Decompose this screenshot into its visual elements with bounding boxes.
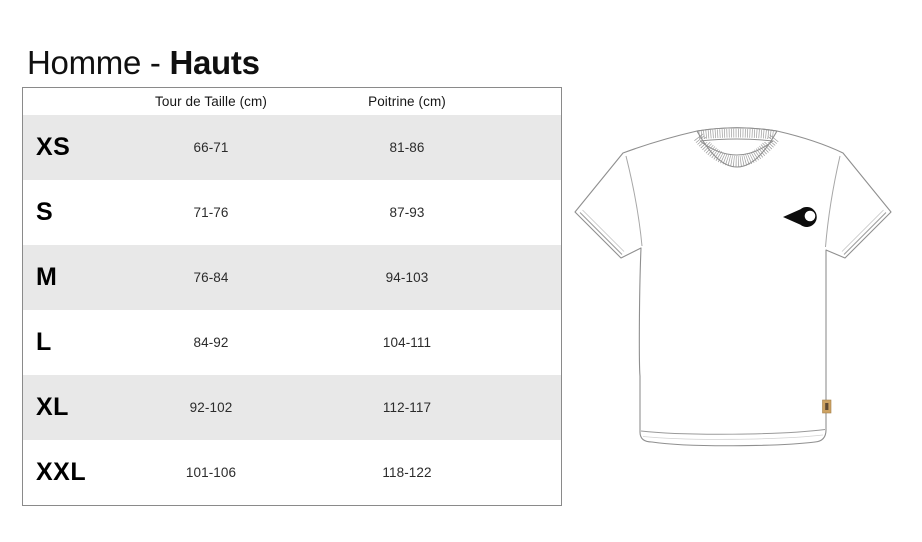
chest-value: 118-122 [382,465,432,480]
table-header-row: Tour de Taille (cm) Poitrine (cm) [23,88,561,115]
tshirt-outline-svg [574,127,892,447]
size-label: XS [36,133,71,161]
waist-value: 71-76 [193,205,229,220]
table-row-xs: XS 66-71 81-86 [23,115,561,180]
chest-value: 87-93 [389,205,425,220]
table-row-m: M 76-84 94-103 [23,245,561,310]
chest-value: 81-86 [389,140,425,155]
waist-value: 92-102 [189,400,233,415]
size-label: XXL [36,458,87,486]
table-row-s: S 71-76 87-93 [23,180,561,245]
size-chart-table: Tour de Taille (cm) Poitrine (cm) XS 66-… [22,87,562,506]
page-title-section: Hauts [169,44,260,82]
waist-value: 101-106 [185,465,237,480]
waist-value: 66-71 [193,140,229,155]
table-row-l: L 84-92 104-111 [23,310,561,375]
waist-value: 84-92 [193,335,229,350]
header-waist-col: Tour de Taille (cm) [155,94,267,109]
chest-value: 104-111 [382,335,432,350]
table-row-xxl: XXL 101-106 118-122 [23,440,561,505]
waist-value: 76-84 [193,270,229,285]
comet-logo [783,207,817,227]
header-chest-col: Poitrine (cm) [368,94,446,109]
tshirt-body [574,127,892,447]
tshirt-collar [694,127,780,168]
page-title: Homme - Hauts [27,44,260,82]
size-label: L [36,328,52,356]
size-label: S [36,198,54,226]
chest-value: 112-117 [382,400,432,415]
tshirt-illustration [573,114,893,450]
size-label: M [36,263,58,291]
table-row-xl: XL 92-102 112-117 [23,375,561,440]
size-label: XL [36,393,69,421]
hem-tag [822,399,832,414]
page-title-category: Homme - [27,44,170,82]
chest-value: 94-103 [385,270,429,285]
